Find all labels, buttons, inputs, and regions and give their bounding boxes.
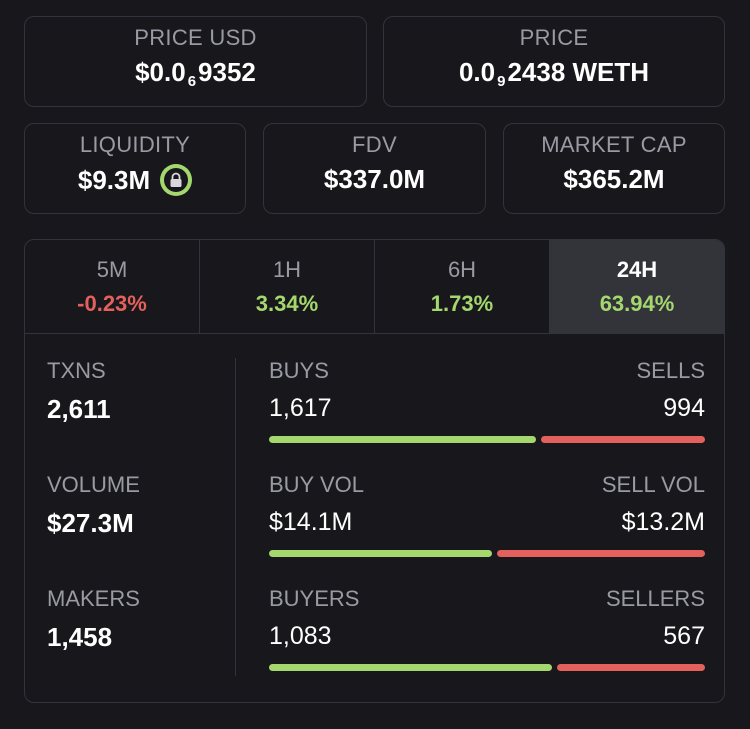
buy-bar-segment	[269, 664, 552, 671]
tab-24h[interactable]: 24H 63.94%	[550, 240, 724, 333]
timeframe-tabs: 5M -0.23% 1H 3.34% 6H 1.73% 24H 63.94%	[25, 240, 724, 334]
price-weth-digits: 2438 WETH	[507, 57, 650, 87]
sell-vol-value: $13.2M	[621, 508, 705, 536]
tab-1h[interactable]: 1H 3.34%	[200, 240, 375, 333]
sells-label: SELLS	[636, 358, 706, 383]
liquidity-card: LIQUIDITY $9.3M	[24, 123, 246, 214]
volume-label: VOLUME	[47, 472, 140, 497]
buys-label: BUYS	[269, 358, 329, 383]
price-weth-card: PRICE 0.0 9 2438 WETH	[383, 16, 725, 107]
makers-value: 1,458	[47, 622, 113, 652]
buyers-sellers-bar	[269, 664, 705, 671]
stats-body: TXNS 2,611 VOLUME $27.3M MAKERS 1,458 BU…	[25, 334, 724, 702]
sells-value: 994	[663, 394, 705, 422]
price-usd-card: PRICE USD $0.0 6 9352	[24, 16, 367, 107]
liquidity-label: LIQUIDITY	[79, 132, 191, 157]
tab-change: 3.34%	[255, 291, 319, 316]
market-cap-value: $365.2M	[563, 164, 665, 194]
tab-change: 63.94%	[599, 291, 675, 316]
tab-label: 6H	[447, 257, 477, 282]
price-usd-label: PRICE USD	[134, 25, 257, 50]
price-weth-label: PRICE	[519, 25, 589, 50]
volume-bar	[269, 550, 705, 557]
tab-label: 1H	[272, 257, 302, 282]
txns-value: 2,611	[47, 394, 111, 424]
price-weth-zero-count: 9	[497, 73, 506, 90]
liquidity-value: $9.3M	[77, 164, 151, 195]
sell-bar-segment	[556, 664, 705, 671]
tab-6h[interactable]: 6H 1.73%	[375, 240, 550, 333]
buys-sells-bar	[269, 436, 705, 443]
lock-icon[interactable]	[160, 164, 193, 196]
fdv-label: FDV	[352, 132, 397, 157]
market-cap-label: MARKET CAP	[541, 132, 687, 157]
makers-stat: MAKERS 1,458	[47, 586, 140, 653]
buyers-label: BUYERS	[269, 586, 360, 611]
price-usd-value: $0.0 6 9352	[25, 57, 366, 90]
sellers-value: 567	[663, 622, 705, 650]
buys-value: 1,617	[269, 394, 332, 422]
txns-label: TXNS	[47, 358, 106, 383]
buyers-value: 1,083	[269, 622, 332, 650]
buy-vol-label: BUY VOL	[269, 472, 364, 497]
column-divider	[235, 358, 236, 676]
sell-vol-label: SELL VOL	[601, 472, 705, 497]
fdv-card: FDV $337.0M	[263, 123, 486, 214]
tab-label: 24H	[616, 257, 658, 282]
buy-sell-volume-row: BUY VOL SELL VOL $14.1M $13.2M	[269, 472, 705, 562]
volume-value: $27.3M	[47, 508, 134, 538]
buys-sells-row: BUYS SELLS 1,617 994	[269, 358, 705, 448]
price-weth-value: 0.0 9 2438 WETH	[384, 57, 724, 90]
tab-change: 1.73%	[430, 291, 494, 316]
market-cap-card: MARKET CAP $365.2M	[503, 123, 725, 214]
liquidity-value-row: $9.3M	[25, 164, 245, 196]
buy-bar-segment	[269, 436, 536, 443]
txns-stat: TXNS 2,611	[47, 358, 111, 425]
tab-change: -0.23%	[77, 291, 147, 316]
buy-bar-segment	[269, 550, 492, 557]
buyers-sellers-row: BUYERS SELLERS 1,083 567	[269, 586, 705, 676]
sell-bar-segment	[540, 436, 705, 443]
sell-bar-segment	[496, 550, 705, 557]
sellers-label: SELLERS	[605, 586, 705, 611]
trading-stats-panel: 5M -0.23% 1H 3.34% 6H 1.73% 24H 63.94% T…	[24, 239, 725, 703]
price-usd-digits: 9352	[198, 57, 256, 87]
makers-label: MAKERS	[47, 586, 140, 611]
volume-stat: VOLUME $27.3M	[47, 472, 140, 539]
tab-label: 5M	[96, 257, 128, 282]
fdv-value: $337.0M	[323, 164, 426, 194]
buy-vol-value: $14.1M	[269, 508, 353, 536]
price-usd-zero-count: 6	[187, 73, 197, 90]
price-weth-prefix: 0.0	[458, 57, 496, 87]
tab-5m[interactable]: 5M -0.23%	[25, 240, 200, 333]
price-usd-prefix: $0.0	[135, 57, 186, 87]
